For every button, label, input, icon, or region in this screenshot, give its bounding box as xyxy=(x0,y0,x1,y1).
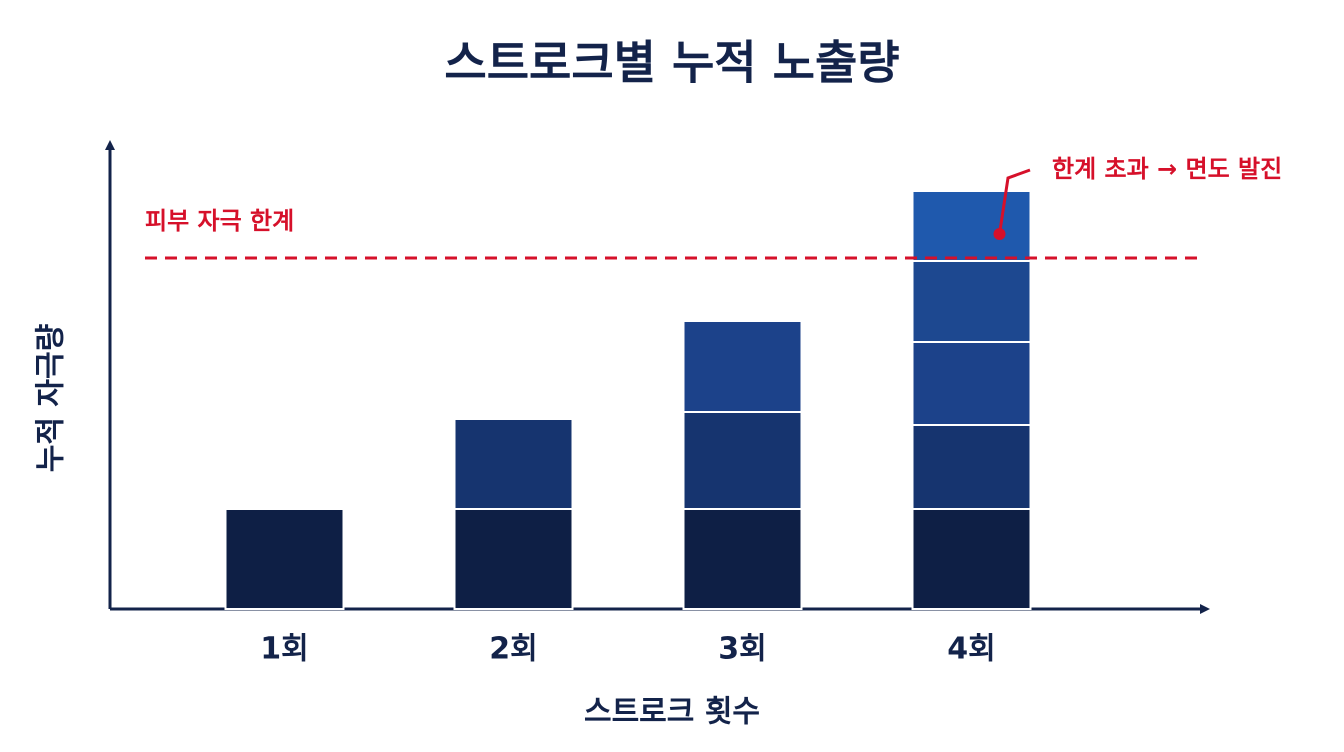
x-tick-label: 4회 xyxy=(947,632,995,667)
bar-segment xyxy=(682,411,803,510)
bar-segment xyxy=(682,508,803,610)
bar-segment xyxy=(453,508,574,610)
bar-segment xyxy=(224,508,345,610)
bar-segment xyxy=(682,320,803,413)
annotation: 한계 초과 → 면도 발진 xyxy=(1052,155,1282,183)
bar-segment xyxy=(911,424,1032,510)
bar-segment xyxy=(911,508,1032,610)
annotation-dot xyxy=(993,228,1006,240)
x-tick-label: 2회 xyxy=(489,632,537,667)
x-tick-label: 1회 xyxy=(260,632,308,667)
bar-segment xyxy=(453,418,574,510)
threshold-label: 피부 자극 한계 xyxy=(145,207,294,235)
bar-segment xyxy=(911,260,1032,343)
bar-segment xyxy=(911,190,1032,262)
x-tick-label: 3회 xyxy=(718,632,766,667)
y-axis-label: 누적 자극량 xyxy=(34,323,69,472)
bar-segment xyxy=(911,341,1032,426)
annotation-leader xyxy=(998,168,1031,235)
x-axis-label: 스트로크 횟수 xyxy=(584,695,760,730)
chart-title: 스트로크별 누적 노출량 xyxy=(444,36,899,90)
